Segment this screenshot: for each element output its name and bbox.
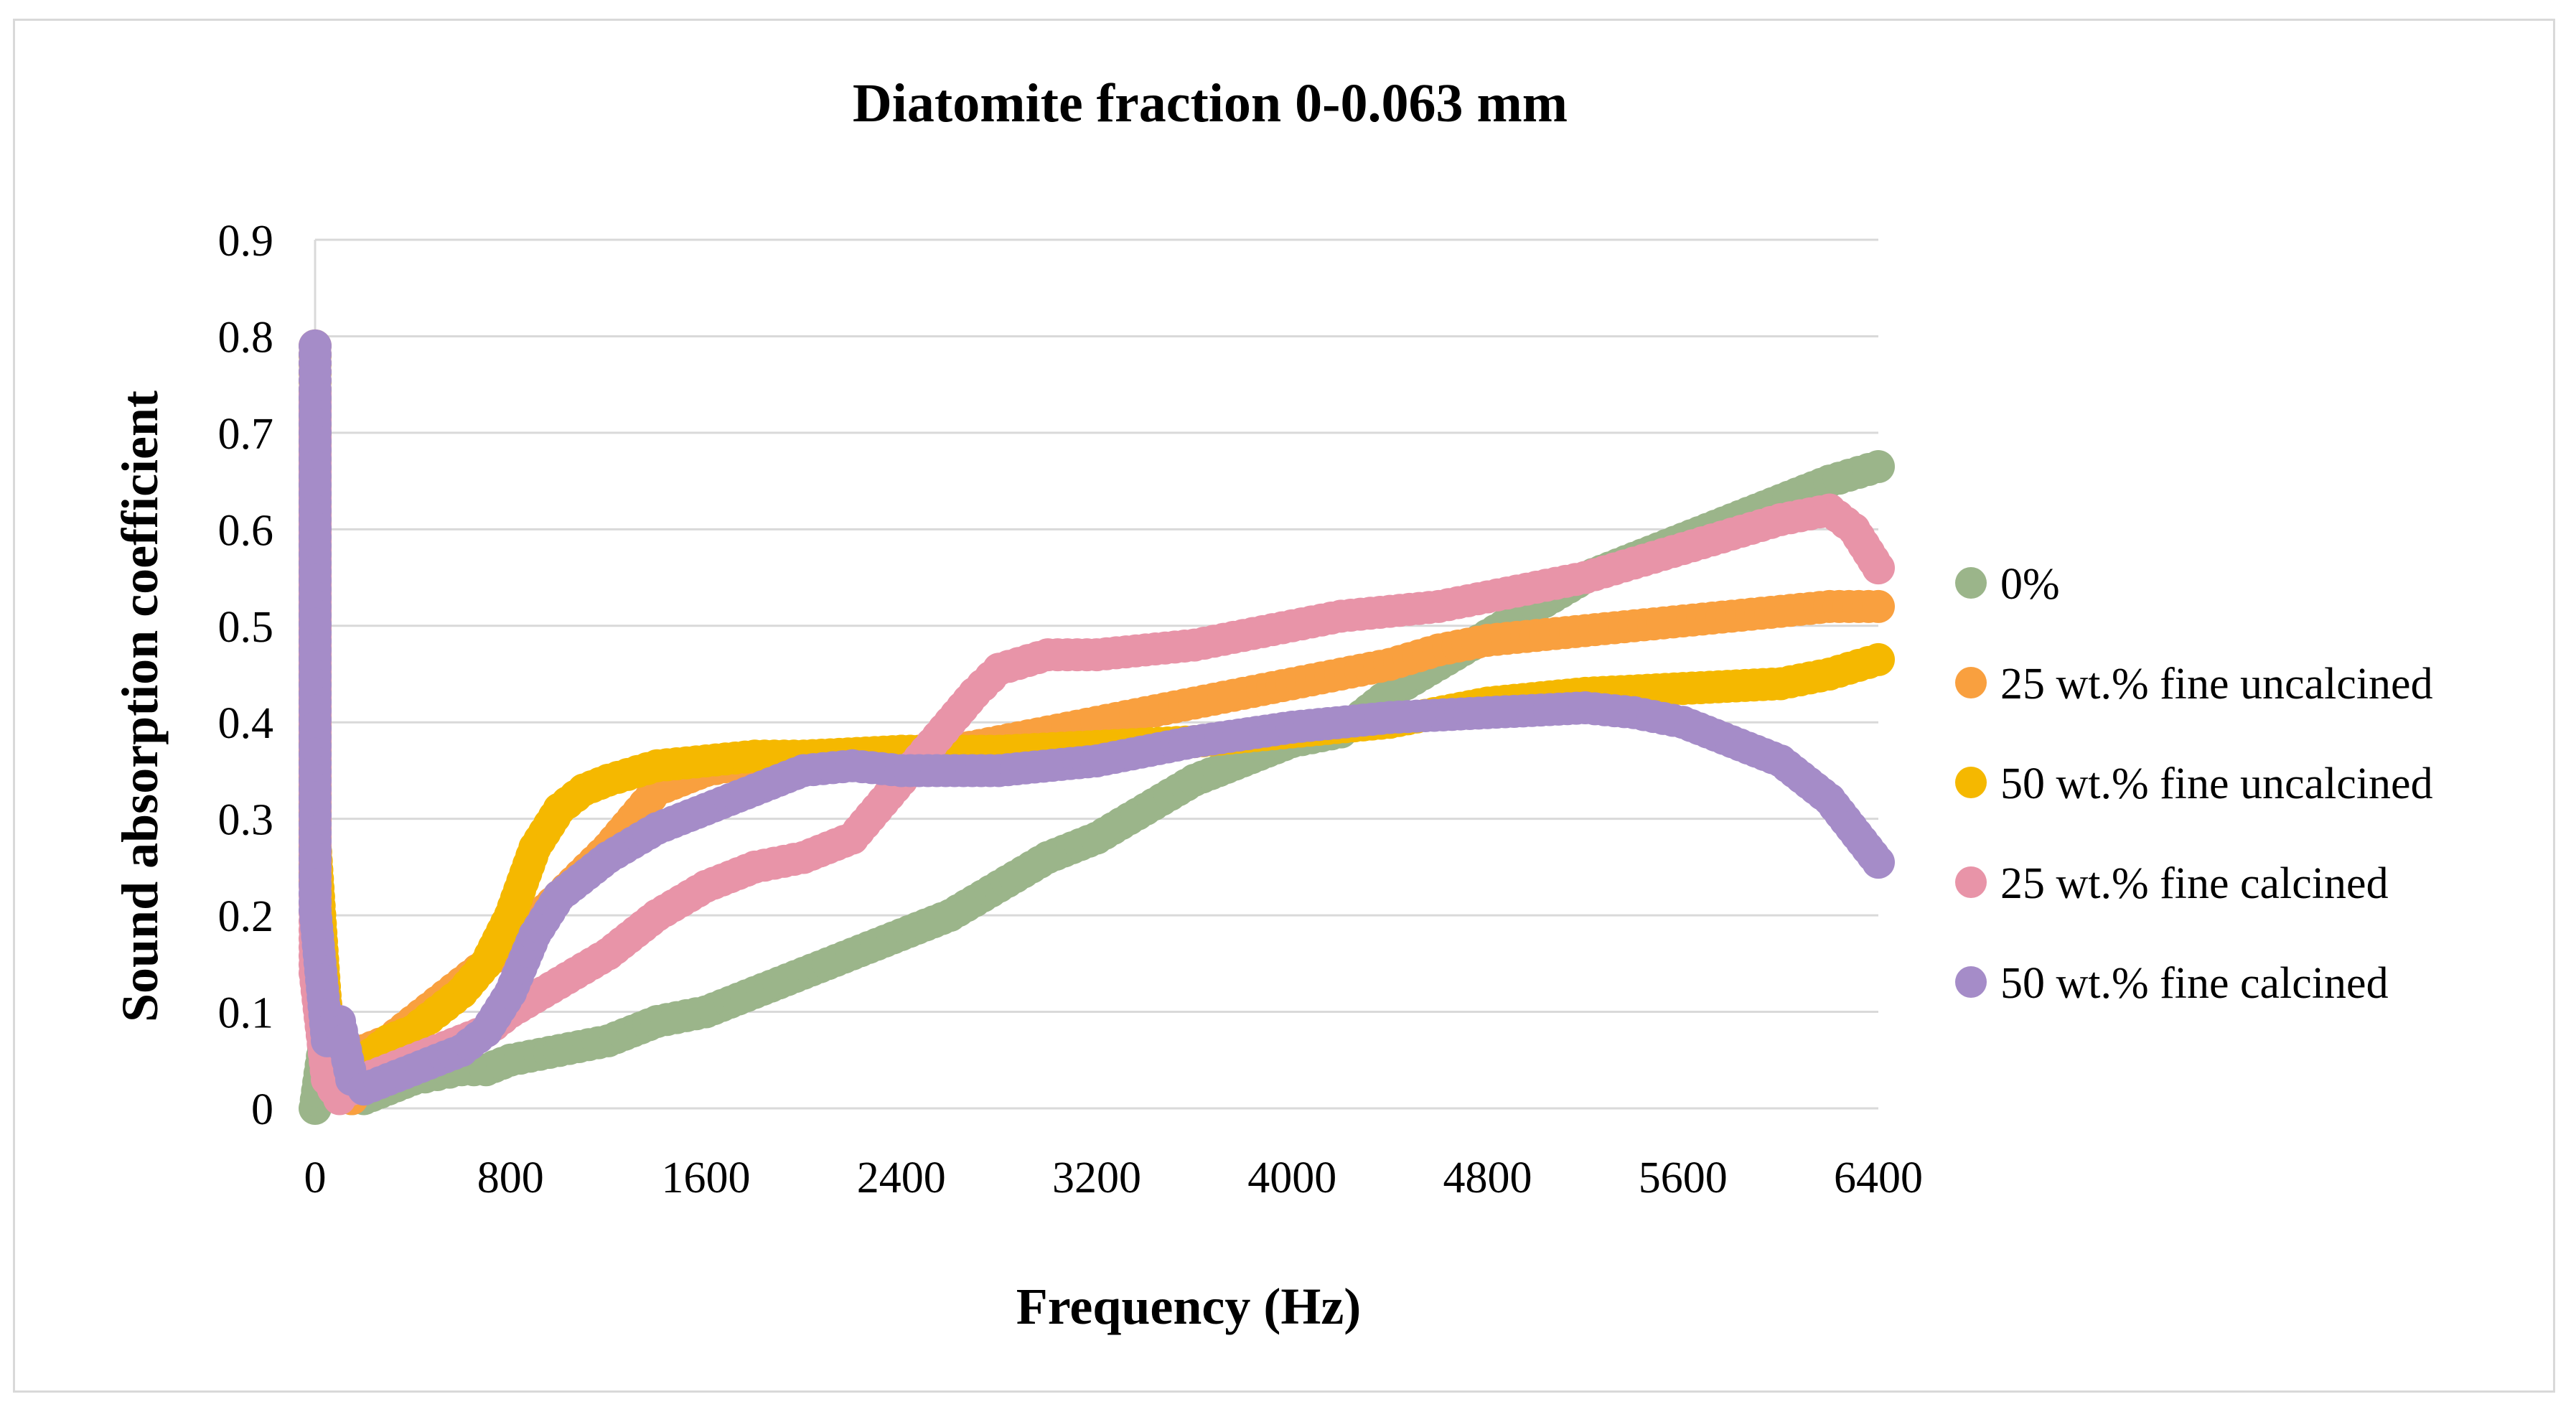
x-tick-label: 5600 — [1639, 1154, 1728, 1202]
x-tick-label: 4000 — [1247, 1154, 1336, 1202]
legend-label: 50 wt.% fine uncalcined — [2000, 759, 2433, 808]
legend-item: 25 wt.% fine uncalcined — [1955, 660, 2433, 709]
y-tick-label: 0.9 — [218, 217, 274, 266]
legend-item: 25 wt.% fine calcined — [1955, 859, 2389, 908]
chart-title: Diatomite fraction 0-0.063 mm — [853, 73, 1568, 134]
chart-container: Diatomite fraction 0-0.063 mm 0 0.1 0.2 0.3… — [13, 19, 2555, 1393]
legend-item: 50 wt.% fine calcined — [1955, 959, 2389, 1008]
y-tick-label: 0.7 — [218, 410, 274, 459]
x-axis-label: Frequency (Hz) — [1016, 1278, 1362, 1335]
legend-label: 25 wt.% fine calcined — [2000, 859, 2389, 908]
data-point — [1862, 551, 1895, 585]
grid-lines — [315, 238, 1878, 1014]
y-tick-labels: 0 0.1 0.2 0.3 0.4 0.5 0.6 0.7 0.8 0.9 — [218, 217, 274, 1134]
legend-marker — [1955, 667, 1987, 698]
x-tick-label: 3200 — [1052, 1154, 1141, 1202]
y-axis-label: Sound absorption coefficient — [111, 391, 169, 1022]
x-tick-label: 4800 — [1443, 1154, 1532, 1202]
x-tick-label: 6400 — [1834, 1154, 1923, 1202]
legend-label: 50 wt.% fine calcined — [2000, 959, 2389, 1008]
y-tick-label: 0.4 — [218, 699, 274, 748]
legend-marker — [1955, 767, 1987, 798]
legend-label: 0% — [2000, 560, 2060, 609]
data-series — [299, 329, 1895, 1125]
data-point — [1862, 449, 1895, 483]
series-5 — [299, 329, 1895, 1106]
x-tick-label: 1600 — [662, 1154, 751, 1202]
x-tick-labels: 0 800 1600 2400 3200 4000 4800 5600 6400 — [304, 1154, 1924, 1202]
legend-marker — [1955, 966, 1987, 998]
legend-item: 50 wt.% fine uncalcined — [1955, 759, 2433, 808]
legend-marker — [1955, 866, 1987, 898]
chart-canvas: Diatomite fraction 0-0.063 mm 0 0.1 0.2 0.3… — [111, 73, 2433, 1335]
data-point — [1862, 642, 1895, 676]
data-point — [1862, 846, 1895, 879]
data-point — [1862, 589, 1895, 623]
legend-item: 0% — [1955, 560, 2060, 609]
y-tick-label: 0.3 — [218, 796, 274, 845]
y-tick-label: 0.5 — [218, 603, 274, 652]
legend-marker — [1955, 567, 1987, 599]
x-tick-label: 800 — [477, 1154, 544, 1202]
legend: 0% 25 wt.% fine uncalcined 50 wt.% fine un… — [1955, 560, 2433, 1008]
y-tick-label: 0.8 — [218, 313, 274, 362]
y-tick-label: 0.1 — [218, 989, 274, 1038]
y-tick-label: 0.2 — [218, 892, 274, 941]
x-tick-label: 0 — [304, 1154, 327, 1202]
y-tick-label: 0.6 — [218, 506, 274, 555]
x-tick-label: 2400 — [857, 1154, 946, 1202]
legend-label: 25 wt.% fine uncalcined — [2000, 660, 2433, 709]
y-tick-label: 0 — [251, 1085, 273, 1134]
